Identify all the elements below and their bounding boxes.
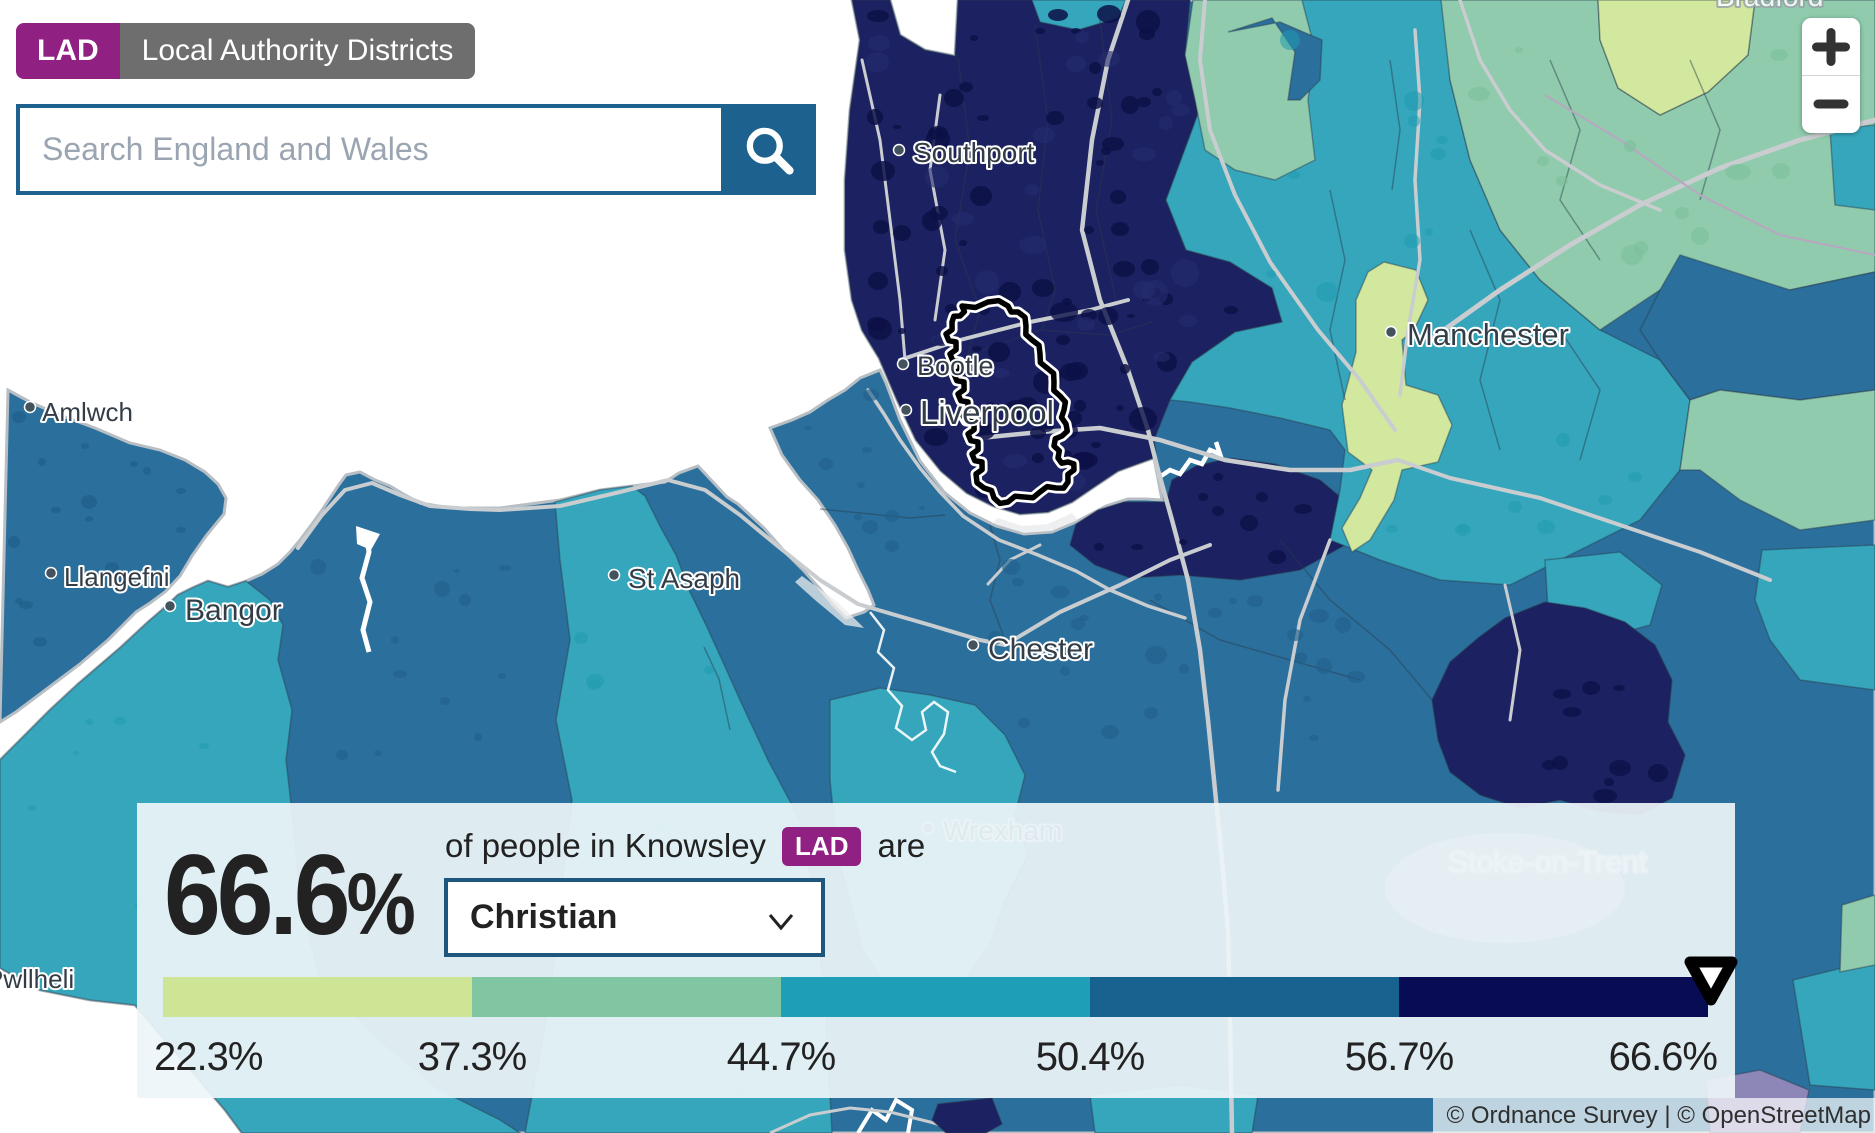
svg-text:Bangor: Bangor [185, 594, 282, 627]
svg-text:Southport: Southport [913, 137, 1035, 168]
svg-text:Llangefni: Llangefni [64, 562, 170, 592]
svg-text:Bradford: Bradford [1716, 0, 1823, 12]
svg-text:Bootle: Bootle [917, 351, 994, 381]
svg-text:Manchester: Manchester [1407, 317, 1569, 352]
svg-text:St Asaph: St Asaph [628, 563, 740, 594]
svg-text:Chester: Chester [988, 633, 1093, 666]
svg-text:Pwllheli: Pwllheli [0, 964, 74, 994]
svg-text:Amlwch: Amlwch [42, 397, 133, 427]
svg-text:Liverpool: Liverpool [920, 394, 1054, 431]
